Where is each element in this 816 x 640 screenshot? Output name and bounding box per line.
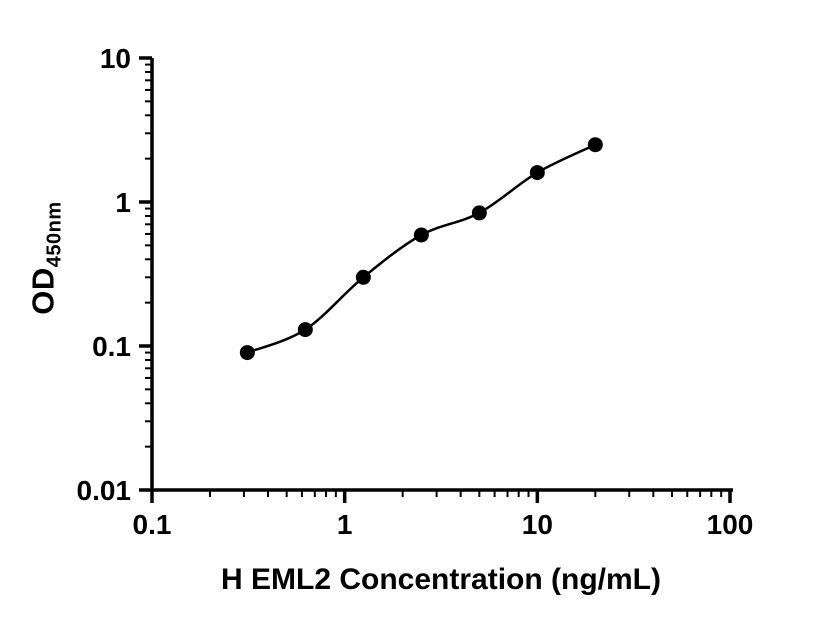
x-tick-label: 10 (522, 509, 553, 540)
y-tick-label: 0.01 (77, 475, 132, 506)
y-axis-title: OD450nm (25, 201, 66, 314)
data-point (297, 322, 313, 338)
y-tick-label: 10 (100, 43, 131, 74)
x-tick-label: 1 (337, 509, 353, 540)
x-tick-label: 100 (707, 509, 754, 540)
x-tick-label: 0.1 (133, 509, 172, 540)
data-point (355, 269, 371, 285)
y-axis-title-subscript: 450nm (43, 201, 66, 268)
x-axis-title: H EML2 Concentration (ng/mL) (221, 563, 661, 596)
data-point (529, 165, 545, 181)
data-point (471, 205, 487, 221)
y-tick-label: 1 (115, 187, 131, 218)
data-point (413, 227, 429, 243)
y-axis-title-main: OD (25, 267, 61, 315)
data-point (239, 345, 255, 361)
y-tick-label: 0.1 (92, 331, 131, 362)
data-point (587, 137, 603, 153)
